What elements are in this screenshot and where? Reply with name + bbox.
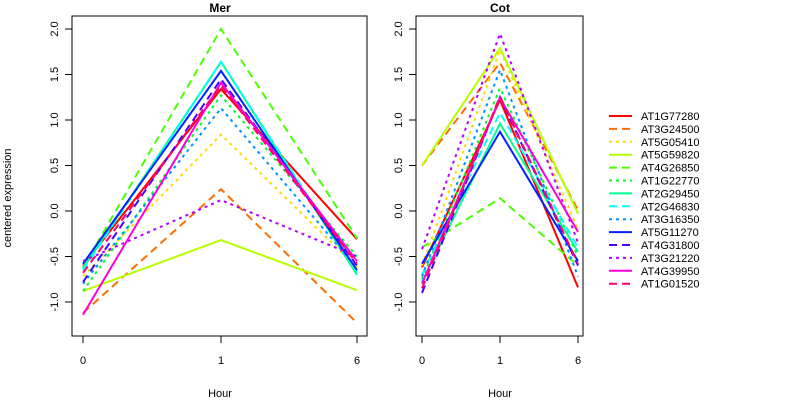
plot-frame xyxy=(71,15,368,337)
series-line-at1g22770 xyxy=(421,85,579,280)
legend-label: AT4G31800 xyxy=(641,240,700,252)
x-axis-label-mer: Hour xyxy=(208,388,232,400)
legend-item: AT5G11270 xyxy=(609,227,699,239)
legend-label: AT2G29450 xyxy=(641,188,700,200)
legend-label: AT5G11270 xyxy=(641,227,699,239)
y-tick-label: 1.0 xyxy=(49,112,61,127)
y-tick-label: -1.0 xyxy=(49,293,61,312)
legend-item: AT1G77280 xyxy=(609,111,700,123)
series-line-at3g21220 xyxy=(82,199,358,263)
series-line-at4g31800 xyxy=(82,77,358,283)
x-tick-label: 1 xyxy=(218,355,224,367)
legend-label: AT5G05410 xyxy=(641,137,700,149)
plot-frame xyxy=(415,15,584,337)
series-line-at4g31800 xyxy=(421,94,579,294)
y-tick-label: 0.0 xyxy=(393,203,405,218)
y-tick-label: 2.0 xyxy=(49,21,61,36)
legend-item: AT1G01520 xyxy=(609,279,700,291)
y-tick-label: -0.5 xyxy=(393,247,405,266)
y-tick-label: 1.0 xyxy=(393,112,405,127)
y-tick-label: -1.0 xyxy=(393,293,405,312)
series-line-at3g24500 xyxy=(82,187,358,324)
series-line-at1g01520 xyxy=(82,83,358,274)
legend-item: AT2G46830 xyxy=(609,201,700,213)
series-line-at4g39950 xyxy=(421,95,579,285)
legend-item: AT5G59820 xyxy=(609,150,700,162)
panel-cot: Cot Hour -1.0 -0.5 0.0 0.5 1.0 1.5 2.0 0 1 6 xyxy=(393,1,584,400)
y-axis-label: centered expression xyxy=(2,148,14,247)
legend-label: AT1G22770 xyxy=(641,176,700,188)
series-line-at2g29450 xyxy=(421,121,579,283)
y-tick-label: -0.5 xyxy=(49,247,61,266)
x-tick-label: 0 xyxy=(419,355,425,367)
series-line-at5g59820 xyxy=(82,239,358,293)
x-tick-label: 6 xyxy=(354,355,360,367)
legend-item: AT3G16350 xyxy=(609,214,700,226)
legend-item: AT3G21220 xyxy=(609,253,700,265)
legend-label: AT4G39950 xyxy=(641,266,700,278)
legend-item: AT4G31800 xyxy=(609,240,700,252)
legend: AT1G77280AT3G24500AT5G05410AT5G59820AT4G… xyxy=(609,111,700,291)
series-line-at3g24500 xyxy=(421,60,579,211)
panel-title-mer: Mer xyxy=(209,1,231,15)
x-tick-label: 0 xyxy=(80,355,86,367)
legend-label: AT3G21220 xyxy=(641,253,700,265)
y-tick-label: 1.5 xyxy=(393,67,405,82)
x-tick-label: 1 xyxy=(497,355,503,367)
legend-item: AT3G24500 xyxy=(609,124,700,136)
series-line-at5g05410 xyxy=(82,133,358,278)
x-axis-label-cot: Hour xyxy=(488,388,512,400)
y-tick-label: 0.5 xyxy=(393,158,405,173)
legend-item: AT4G26850 xyxy=(609,163,700,175)
y-tick-label: 0.0 xyxy=(49,203,61,218)
series-line-at5g05410 xyxy=(421,47,579,266)
legend-label: AT1G77280 xyxy=(641,111,700,123)
legend-label: AT1G01520 xyxy=(641,279,700,291)
y-tick-label: 0.5 xyxy=(49,158,61,173)
legend-item: AT4G39950 xyxy=(609,266,700,278)
legend-label: AT3G16350 xyxy=(641,214,700,226)
legend-label: AT3G24500 xyxy=(641,124,700,136)
y-tick-label: 1.5 xyxy=(49,67,61,82)
series-line-at4g39950 xyxy=(82,80,358,316)
legend-item: AT5G05410 xyxy=(609,137,700,149)
series-line-at4g26850 xyxy=(82,27,358,268)
series-line-at2g29450 xyxy=(82,59,358,276)
series-line-at1g01520 xyxy=(421,93,579,289)
legend-label: AT2G46830 xyxy=(641,201,700,213)
panel-mer: Mer Hour -1.0 -0.5 0.0 0.5 1.0 1.5 2.0 0 1 6 xyxy=(49,1,368,400)
y-tick-label: 2.0 xyxy=(393,21,405,36)
x-tick-label: 6 xyxy=(575,355,581,367)
panel-title-cot: Cot xyxy=(490,1,510,15)
series-line-at3g21220 xyxy=(421,30,579,250)
legend-item: AT1G22770 xyxy=(609,176,700,188)
legend-item: AT2G29450 xyxy=(609,188,700,200)
legend-label: AT5G59820 xyxy=(641,150,700,162)
series-line-at1g77280 xyxy=(82,87,358,267)
series-line-at5g59820 xyxy=(421,46,579,215)
legend-label: AT4G26850 xyxy=(641,163,700,175)
